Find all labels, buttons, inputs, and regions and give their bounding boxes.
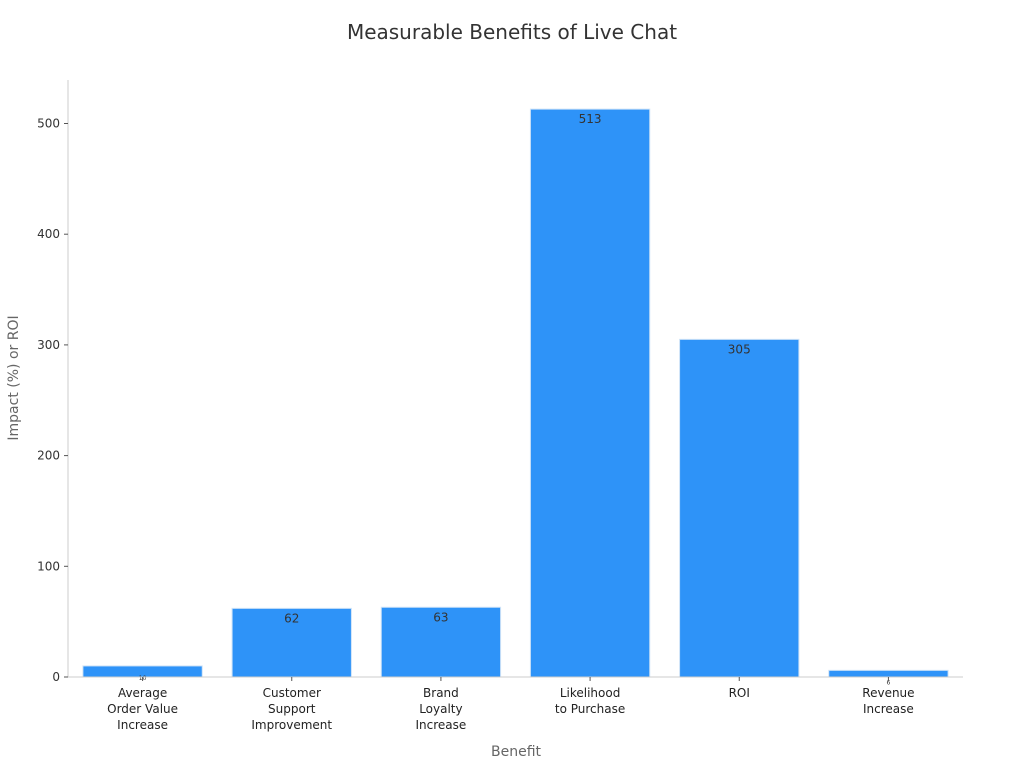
axes-layer: 0 100 200 300 400 500 Average Order Value Increa… xyxy=(37,80,963,732)
y-tick-label: 200 xyxy=(37,449,60,463)
x-tick-label: ROI xyxy=(729,686,750,700)
bar xyxy=(828,669,949,678)
y-tick-label: 400 xyxy=(37,227,60,241)
y-tick-label: 100 xyxy=(37,559,60,573)
bar xyxy=(529,108,651,678)
bar xyxy=(380,606,502,678)
data-label: 62 xyxy=(284,611,299,625)
x-tick-label: Customer Support Improvement xyxy=(251,686,332,732)
y-tick-label: 300 xyxy=(37,338,60,352)
data-label: 305 xyxy=(728,342,751,356)
bar xyxy=(679,338,800,678)
x-tick-label: Brand Loyalty Increase xyxy=(416,686,467,732)
data-label: 513 xyxy=(579,112,602,126)
x-tick-label: Average Order Value Increase xyxy=(107,686,178,732)
x-tick-label: Revenue Increase xyxy=(862,686,914,716)
y-axis-label: Impact (%) or ROI xyxy=(6,315,22,440)
bars-layer xyxy=(82,108,949,678)
data-label: 63 xyxy=(433,610,448,624)
chart-title: Measurable Benefits of Live Chat xyxy=(346,20,678,44)
y-tick-label: 0 xyxy=(52,670,60,684)
x-axis-label: Benefit xyxy=(491,744,542,760)
bar xyxy=(231,607,352,678)
data-label: 6 xyxy=(887,679,891,686)
y-tick-label: 500 xyxy=(37,117,60,131)
x-tick-label: Likelihood to Purchase xyxy=(555,686,625,716)
